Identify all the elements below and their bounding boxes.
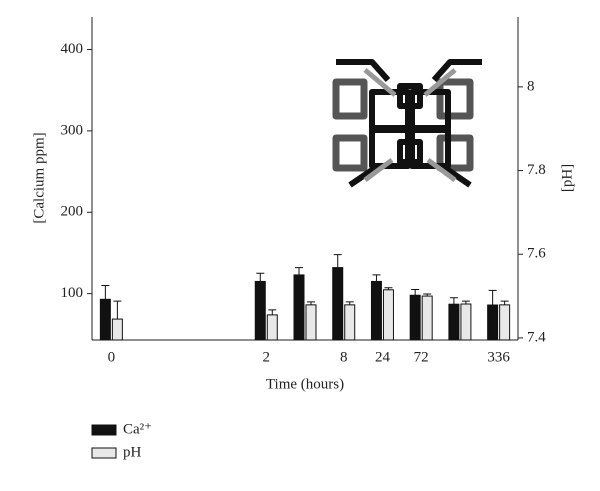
bar	[254, 280, 266, 341]
x-tick-label: 0	[108, 349, 116, 365]
x-tick-label: 72	[414, 349, 429, 365]
bar	[293, 274, 305, 341]
y2-axis-title: [pH]	[559, 164, 575, 192]
bar	[111, 318, 123, 341]
bar	[409, 294, 421, 341]
error-bar	[256, 272, 265, 282]
error-bar	[372, 274, 381, 282]
y2-tick-label: 8	[527, 78, 535, 94]
y2-tick-label: 7.6	[527, 246, 546, 262]
y2-tick-label: 7.8	[527, 162, 546, 178]
x-tick-label: 336	[487, 349, 510, 365]
error-bar	[295, 267, 303, 275]
y-tick-label: 100	[61, 285, 84, 301]
error-bar	[307, 301, 315, 305]
legend-label: Ca²⁺	[123, 421, 152, 437]
error-bar	[411, 289, 420, 296]
bar	[448, 303, 460, 341]
error-bar	[113, 300, 122, 320]
error-bar	[449, 297, 458, 305]
y-tick-label: 300	[61, 122, 84, 138]
bar	[382, 289, 394, 341]
legend-label: pH	[123, 444, 142, 460]
x-axis-title: Time (hours)	[266, 376, 344, 392]
crystal-structure-illustration	[330, 59, 520, 190]
y-axis-title: [Calcium ppm]	[31, 132, 47, 223]
error-bar	[345, 301, 354, 305]
bar	[370, 280, 382, 341]
x-tick-label: 8	[340, 349, 348, 365]
bar	[460, 303, 472, 341]
error-bar	[333, 254, 342, 268]
legend-swatch	[91, 424, 117, 436]
bar	[305, 304, 317, 341]
y-tick-label: 400	[61, 41, 84, 57]
error-bar	[461, 300, 470, 305]
bar	[487, 304, 499, 341]
bar	[499, 304, 511, 341]
error-bar	[384, 287, 393, 290]
error-bar	[268, 309, 277, 315]
y-tick-label: 200	[61, 204, 84, 220]
x-tick-label: 2	[263, 349, 271, 365]
error-bar	[500, 300, 509, 305]
bar	[332, 267, 344, 341]
bar	[421, 295, 433, 341]
error-bar	[101, 284, 110, 300]
bar	[344, 304, 356, 341]
error-bar	[488, 289, 497, 306]
bar	[266, 314, 278, 341]
legend-swatch	[91, 447, 117, 459]
x-tick-label: 24	[375, 349, 391, 365]
bar	[99, 298, 111, 341]
y2-tick-label: 7.4	[527, 329, 546, 345]
error-bar	[423, 293, 432, 297]
